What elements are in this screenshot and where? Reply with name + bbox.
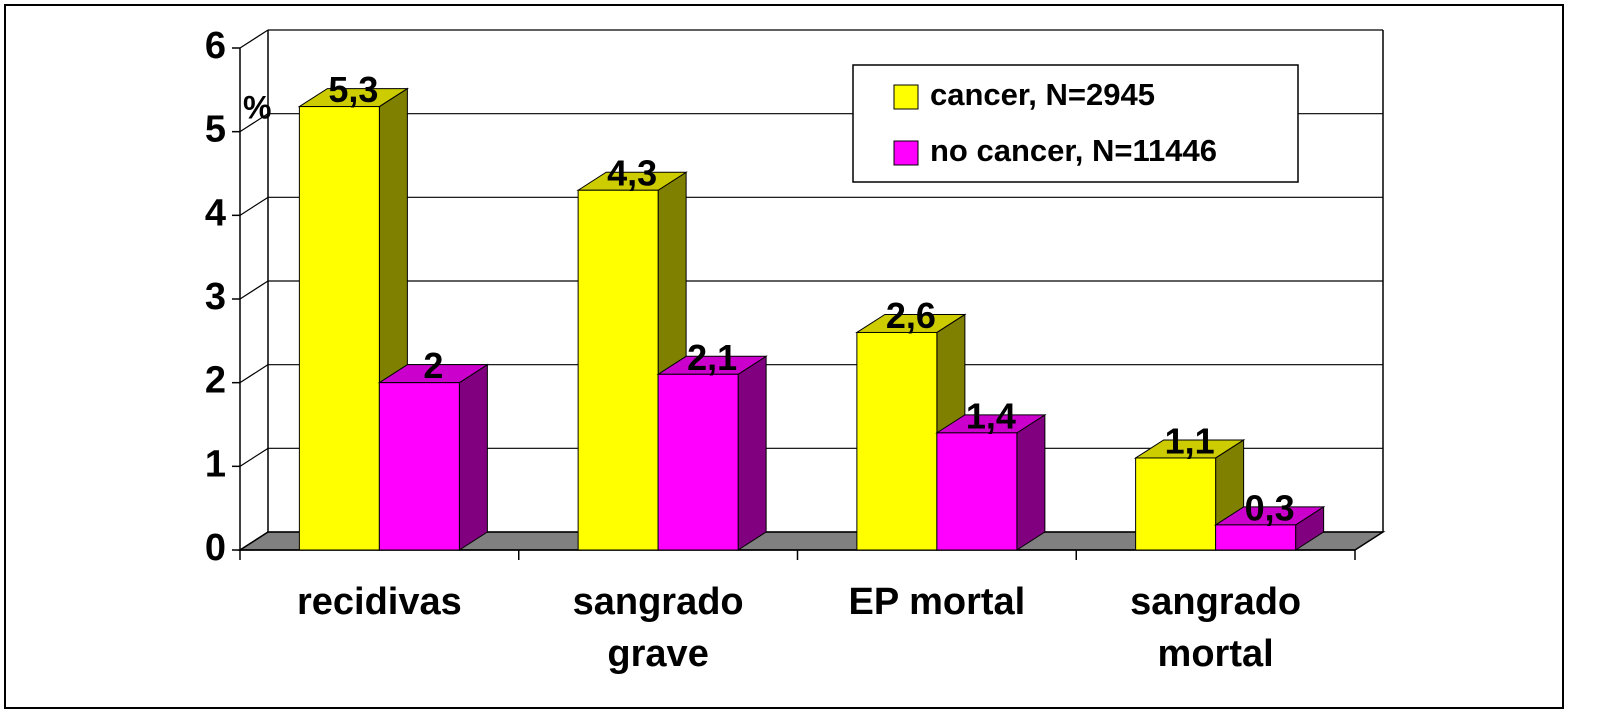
data-label: 1,1 [1165, 420, 1215, 461]
legend-label: no cancer, N=11446 [930, 133, 1217, 168]
bar [378, 382, 460, 551]
bar [1135, 457, 1217, 551]
y-tick-label: 5 [205, 109, 226, 151]
bar-top-shade [856, 314, 965, 333]
legend: cancer, N=2945 no cancer, N=11446 [852, 64, 1299, 183]
y-tick-label: 6 [205, 25, 226, 67]
data-label: 2,6 [886, 295, 936, 336]
y-tick-label: 3 [205, 276, 226, 318]
bar [936, 432, 1018, 551]
x-tick-label: EP mortal [848, 581, 1026, 623]
grid-line [239, 447, 269, 467]
y-tick-label: 2 [205, 360, 226, 402]
legend-swatch [893, 84, 919, 110]
y-axis-label: % [243, 89, 271, 125]
bar-group [656, 355, 768, 551]
bar [657, 373, 739, 551]
data-label: 2,1 [687, 337, 737, 378]
bar [577, 189, 659, 551]
bar-side [458, 363, 488, 551]
x-tick-label: sangrado grave [572, 581, 744, 675]
bar-top-shade [299, 88, 408, 107]
grid-line [239, 531, 269, 551]
legend-label: cancer, N=2945 [930, 77, 1155, 112]
grid-line [239, 113, 269, 133]
bar [856, 331, 938, 551]
legend-box [852, 64, 1299, 183]
bar [298, 106, 380, 551]
bar-side [737, 355, 767, 551]
x-tick-label: sangrado mortal [1130, 581, 1302, 675]
y-tick-label: 1 [205, 443, 226, 485]
x-tick-label: recidivas [296, 581, 462, 623]
grid-line [239, 364, 269, 384]
grid-line [239, 196, 269, 216]
data-label: 0,3 [1245, 487, 1295, 528]
bar-group [1213, 505, 1326, 551]
bar-group [935, 413, 1047, 551]
bar-top-shade [936, 414, 1045, 433]
bar-top-shade [578, 172, 687, 191]
chart-frame [4, 4, 1564, 709]
bar-group [377, 363, 490, 551]
legend-swatch [893, 140, 919, 166]
bar-top-shade [658, 356, 767, 375]
grid-line [239, 29, 269, 49]
bar-top-shade [1135, 439, 1244, 458]
bar-top-shade [1215, 506, 1324, 525]
grid-line [239, 280, 269, 300]
y-tick-label: 0 [205, 527, 226, 569]
data-label: 5,3 [328, 69, 378, 110]
data-label: 1,4 [966, 395, 1016, 436]
y-tick-label: 4 [205, 192, 226, 234]
data-label: 2 [423, 345, 443, 386]
data-label: 4,3 [607, 153, 657, 194]
bar [1215, 524, 1297, 551]
bar-top-shade [379, 364, 488, 383]
bar-side [1016, 413, 1046, 551]
